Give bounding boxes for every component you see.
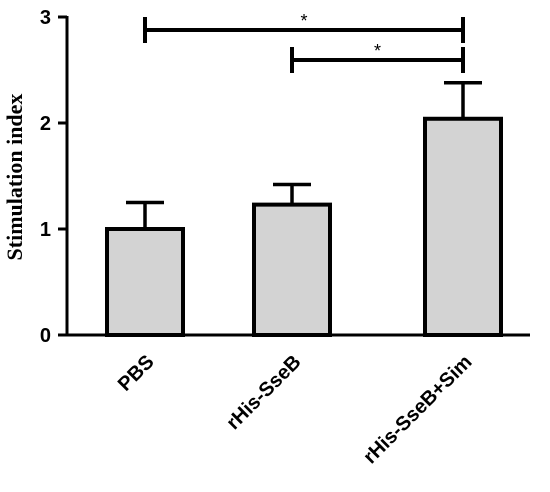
- significance-brackets: **: [143, 11, 465, 73]
- x-tick-label: rHis-SseB: [222, 351, 305, 434]
- significance-star: *: [300, 11, 307, 31]
- x-tick-labels: PBS rHis-SseB rHis-SseB+Sim: [114, 351, 477, 468]
- bar: [252, 202, 332, 337]
- bar: [105, 227, 185, 337]
- significance-star: *: [374, 41, 381, 61]
- y-tick-label: 1: [40, 219, 51, 241]
- bars: [105, 80, 503, 338]
- y-tick-label: 2: [40, 113, 51, 135]
- x-tick-label: PBS: [114, 351, 159, 396]
- y-axis-label: Stimulation index: [2, 94, 27, 261]
- y-tick-label: 0: [40, 325, 51, 347]
- x-tick-label: rHis-SseB+Sim: [359, 351, 476, 468]
- y-tick-label: 3: [40, 7, 51, 29]
- bar: [423, 116, 503, 338]
